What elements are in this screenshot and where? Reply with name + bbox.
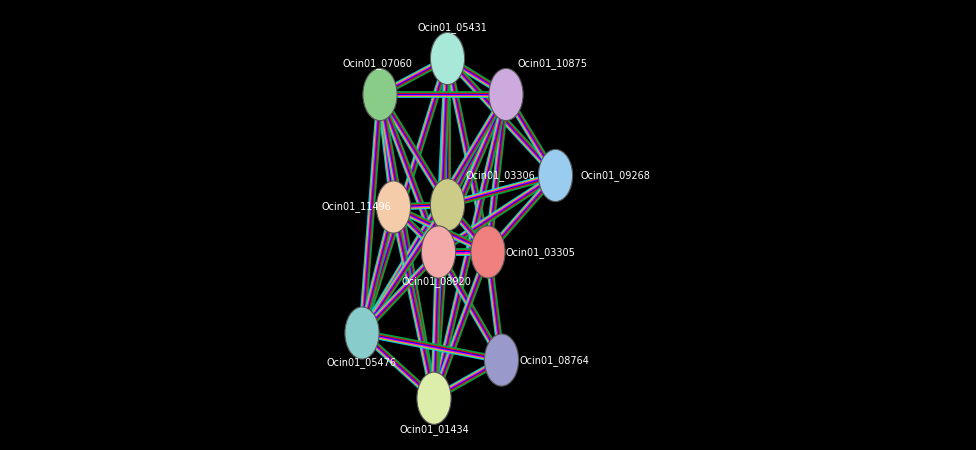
- Text: Ocin01_10875: Ocin01_10875: [517, 58, 588, 69]
- Ellipse shape: [377, 181, 411, 233]
- Text: Ocin01_05431: Ocin01_05431: [417, 22, 487, 33]
- Text: Ocin01_07060: Ocin01_07060: [343, 58, 413, 69]
- Ellipse shape: [489, 68, 523, 121]
- Ellipse shape: [417, 372, 451, 424]
- Text: Ocin01_05476: Ocin01_05476: [327, 357, 397, 368]
- Text: Ocin01_01434: Ocin01_01434: [399, 424, 468, 435]
- Text: Ocin01_11496: Ocin01_11496: [321, 202, 391, 212]
- Ellipse shape: [422, 226, 456, 278]
- Ellipse shape: [430, 32, 465, 85]
- Text: Ocin01_08920: Ocin01_08920: [401, 276, 471, 287]
- Text: Ocin01_09268: Ocin01_09268: [581, 170, 650, 181]
- Ellipse shape: [484, 334, 518, 386]
- Ellipse shape: [430, 179, 465, 231]
- Ellipse shape: [345, 307, 379, 359]
- Text: Ocin01_03305: Ocin01_03305: [506, 247, 576, 258]
- Ellipse shape: [363, 68, 397, 121]
- Ellipse shape: [470, 226, 506, 278]
- Text: Ocin01_08764: Ocin01_08764: [519, 355, 590, 366]
- Ellipse shape: [539, 149, 573, 202]
- Text: Ocin01_03306: Ocin01_03306: [466, 170, 535, 181]
